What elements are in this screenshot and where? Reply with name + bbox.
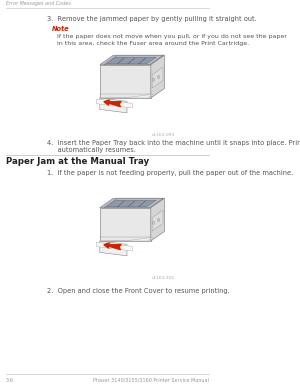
Polygon shape [100,55,164,65]
Circle shape [152,78,154,81]
Text: automatically resumes.: automatically resumes. [46,147,135,153]
Polygon shape [100,237,153,241]
Circle shape [158,76,160,78]
Polygon shape [151,198,164,241]
Polygon shape [100,65,151,98]
Text: 4.  Insert the Paper Tray back into the machine until it snaps into place. Print: 4. Insert the Paper Tray back into the m… [46,140,300,146]
Text: Error Messages and Codes: Error Messages and Codes [6,2,70,7]
Polygon shape [100,98,127,113]
Text: If the paper does not move when you pull, or if you do not see the paper: If the paper does not move when you pull… [57,34,287,39]
Text: 1.  If the paper is not feeding properly, pull the paper out of the machine.: 1. If the paper is not feeding properly,… [46,170,293,176]
Text: c1163-093: c1163-093 [152,133,175,137]
Text: c1163-101: c1163-101 [152,276,175,280]
Polygon shape [152,67,163,88]
Circle shape [158,218,160,222]
Polygon shape [152,210,163,231]
Text: 3.  Remove the jammed paper by gently pulling it straight out.: 3. Remove the jammed paper by gently pul… [46,16,256,22]
Text: Note: Note [52,26,69,32]
Polygon shape [100,241,127,256]
Polygon shape [96,99,132,108]
Text: 3-6: 3-6 [6,378,14,383]
Text: Paper Jam at the Manual Tray: Paper Jam at the Manual Tray [6,157,149,166]
Polygon shape [104,55,163,65]
Text: in this area, check the Fuser area around the Print Cartridge.: in this area, check the Fuser area aroun… [57,41,249,46]
Polygon shape [106,57,156,64]
Text: 2.  Open and close the Front Cover to resume printing.: 2. Open and close the Front Cover to res… [46,288,229,294]
Polygon shape [100,198,164,208]
Polygon shape [106,200,156,207]
Polygon shape [100,94,153,98]
Polygon shape [151,55,164,98]
Polygon shape [100,208,151,241]
Text: Phaser 3140/3155/3160 Printer Service Manual: Phaser 3140/3155/3160 Printer Service Ma… [93,378,209,383]
Polygon shape [96,242,132,251]
Circle shape [152,222,154,224]
Polygon shape [104,198,163,208]
